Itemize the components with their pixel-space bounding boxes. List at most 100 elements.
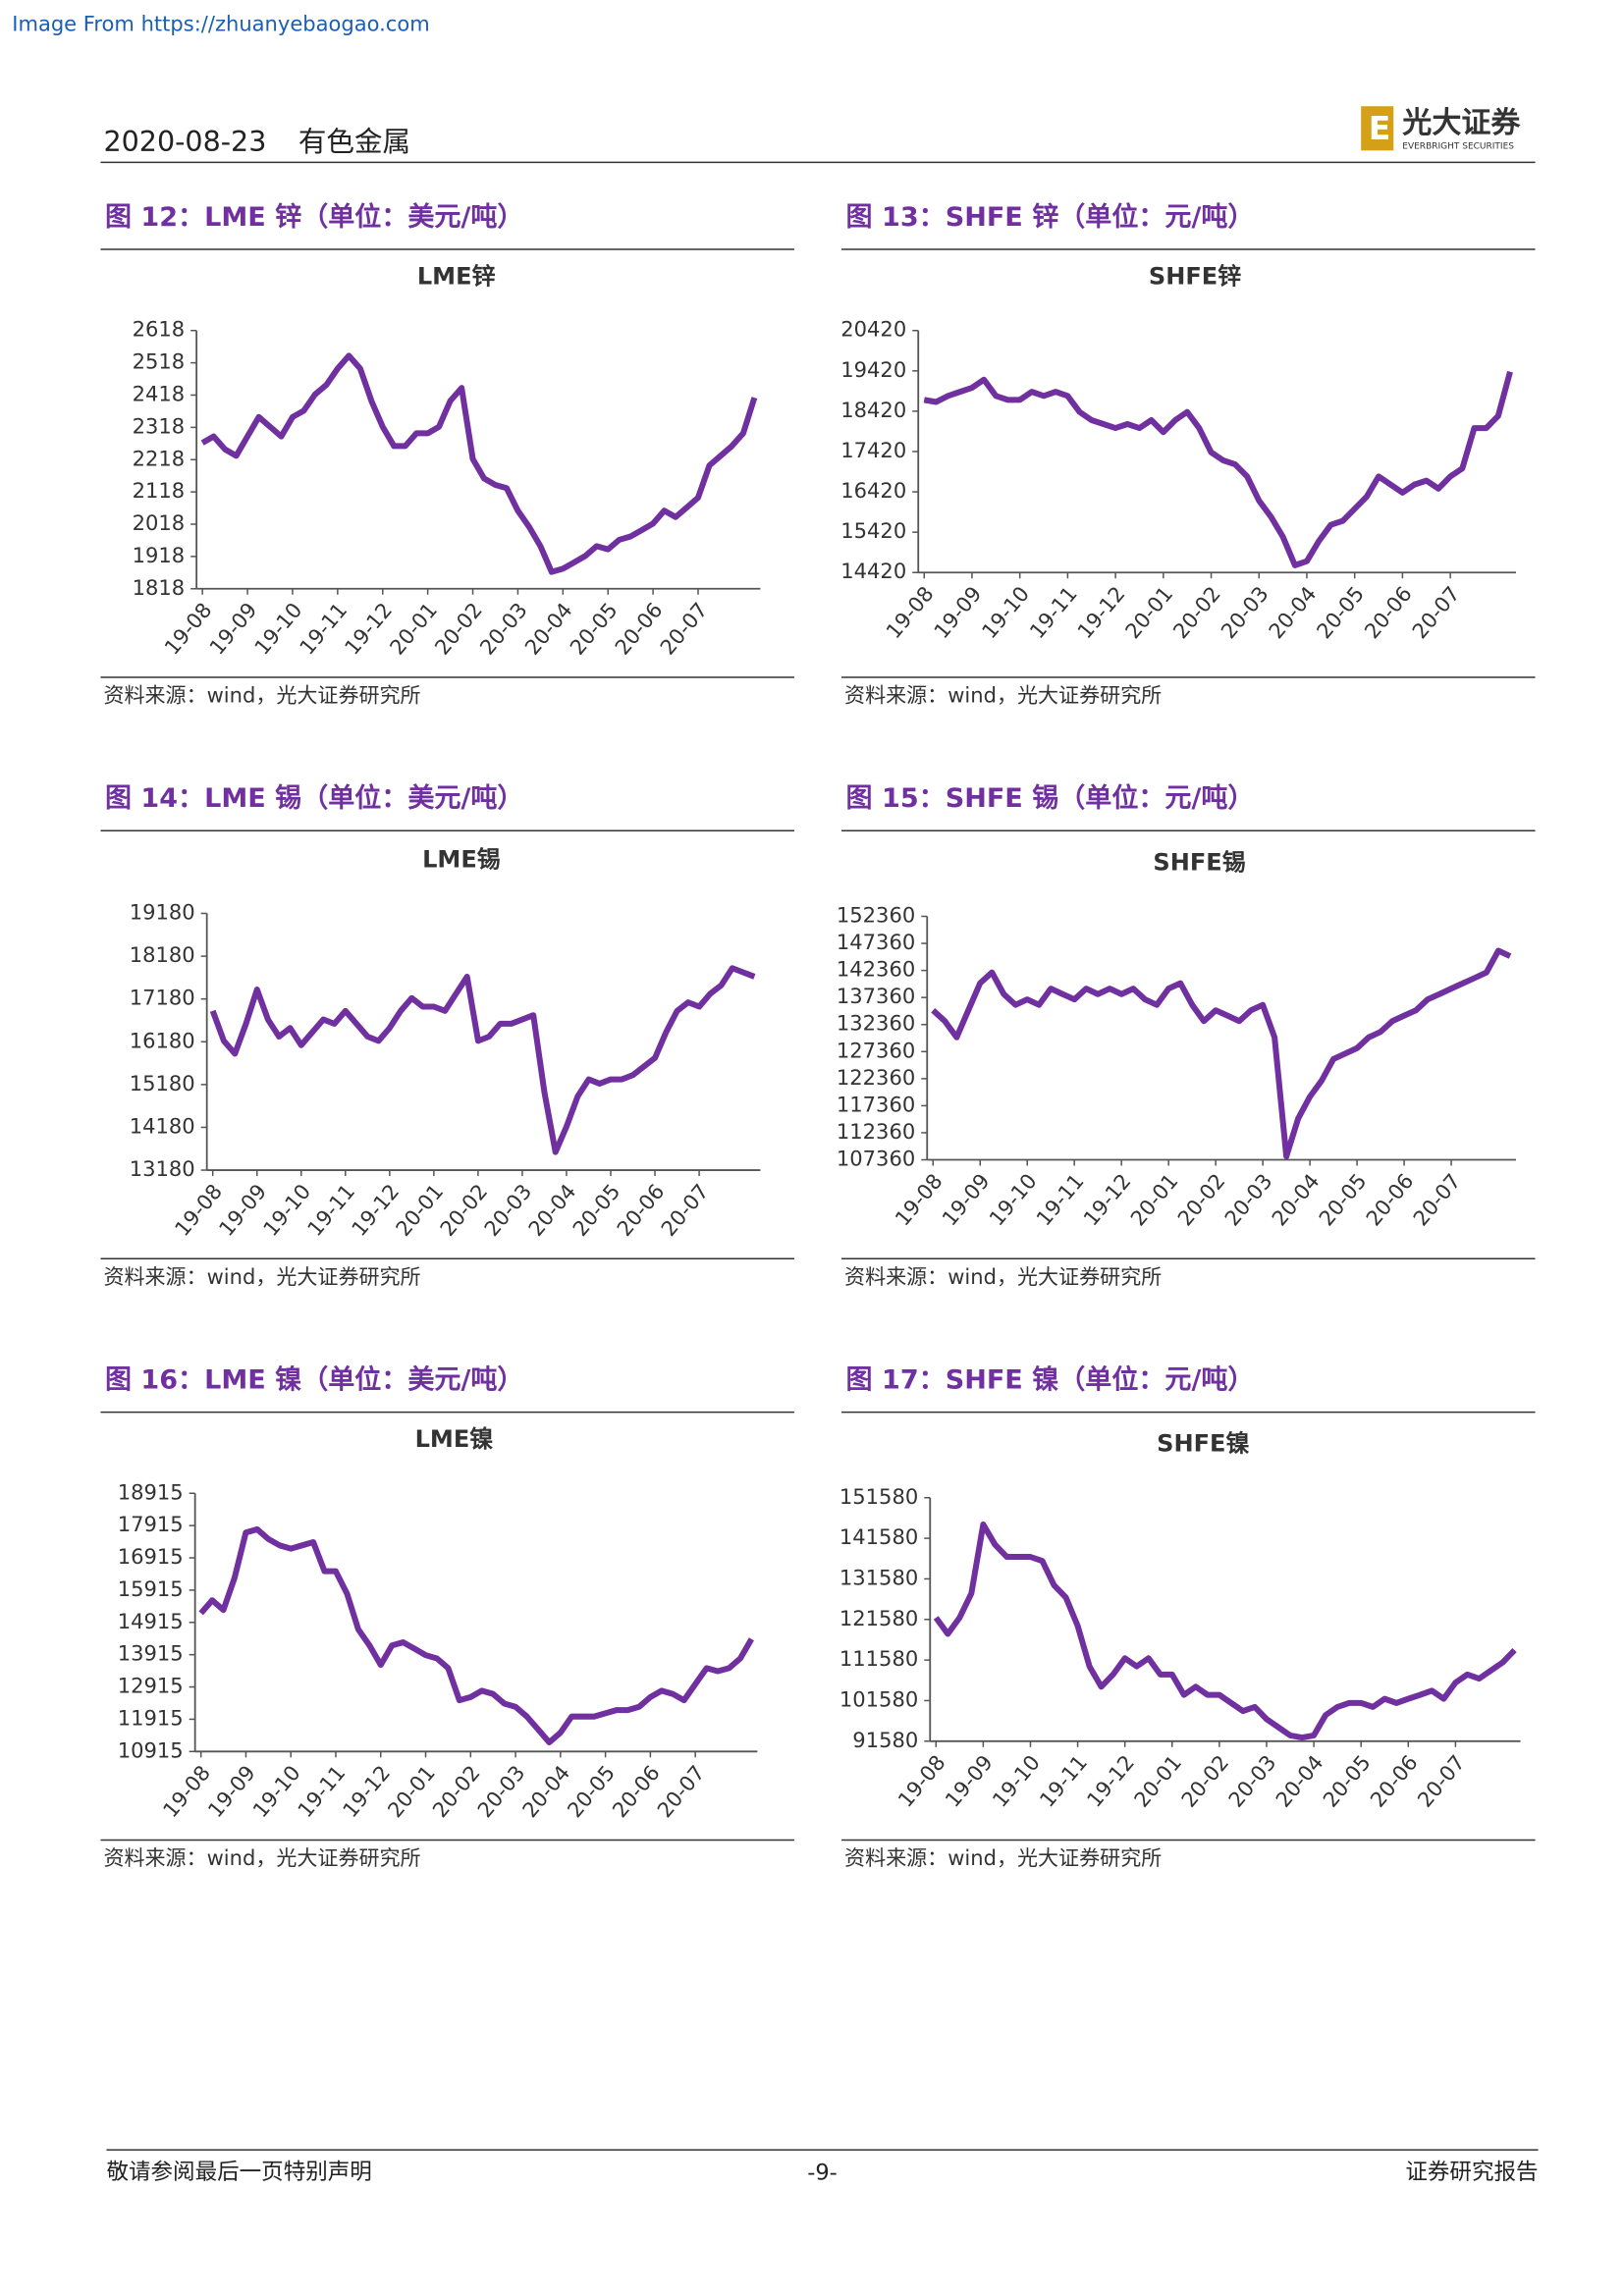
x-tick-label: 19-10: [258, 1179, 315, 1241]
x-tick-label: 20-05: [1318, 1750, 1375, 1812]
x-tick-label: 20-06: [1365, 1750, 1422, 1812]
y-tick-label: 151580: [839, 1484, 918, 1509]
x-tick-label: 19-09: [202, 1760, 259, 1822]
x-tick-label: 19-08: [158, 1760, 215, 1822]
x-tick-label: 19-12: [340, 598, 397, 660]
logo-letter: E: [1369, 109, 1391, 147]
x-tick-label: 20-02: [1168, 581, 1225, 643]
x-tick-label: 20-05: [568, 1179, 624, 1241]
y-tick-label: 2618: [133, 317, 186, 342]
x-tick-label: 20-01: [1120, 581, 1177, 643]
x-tick-label: 20-01: [1125, 1169, 1182, 1231]
y-tick-label: 17915: [118, 1512, 184, 1536]
data-line: [931, 947, 1512, 1160]
x-tick-label: 20-02: [427, 1760, 484, 1822]
source-note: 资料来源：wind，光大证券研究所: [844, 1264, 1162, 1289]
x-tick-label: 20-04: [517, 1760, 574, 1822]
y-tick-label: 15180: [130, 1071, 195, 1095]
x-tick-label: 20-04: [523, 1179, 580, 1241]
x-tick-label: 19-09: [940, 1750, 997, 1812]
y-tick-label: 131580: [839, 1565, 918, 1589]
source-note: 资料来源：wind，光大证券研究所: [844, 683, 1162, 708]
x-tick-label: 19-09: [204, 598, 261, 660]
y-tick-label: 17180: [130, 986, 195, 1010]
x-tick-label: 19-12: [347, 1179, 404, 1241]
y-tick-label: 18915: [118, 1479, 184, 1504]
x-tick-label: 20-04: [1267, 1169, 1324, 1231]
y-tick-label: 2018: [133, 510, 186, 535]
y-tick-label: 15420: [840, 518, 906, 543]
x-tick-label: 20-02: [430, 598, 487, 660]
source-note: 资料来源：wind，光大证券研究所: [103, 1264, 420, 1289]
x-tick-label: 20-02: [1172, 1169, 1229, 1231]
y-tick-label: 1818: [133, 575, 186, 600]
figure-caption: 图 13：SHFE 锌（单位：元/吨）: [846, 201, 1255, 233]
source-note: 资料来源：wind，光大证券研究所: [844, 1845, 1162, 1870]
x-tick-label: 20-07: [1407, 581, 1464, 643]
y-tick-label: 20420: [840, 317, 906, 342]
y-tick-label: 18420: [840, 398, 906, 422]
y-tick-label: 117360: [837, 1092, 915, 1116]
y-tick-label: 14420: [840, 559, 906, 583]
x-tick-label: 19-12: [338, 1760, 395, 1822]
source-link[interactable]: Image From https://zhuanyebaogao.com: [12, 12, 429, 36]
data-line: [198, 1525, 754, 1746]
chart-title: LME镍: [415, 1425, 494, 1453]
y-tick-label: 152360: [837, 902, 915, 927]
data-line: [200, 352, 758, 575]
x-tick-label: 19-12: [1072, 581, 1129, 643]
y-tick-label: 16420: [840, 478, 906, 503]
x-tick-label: 20-05: [563, 1760, 620, 1822]
x-tick-label: 19-12: [1078, 1169, 1135, 1231]
sector: 有色金属: [298, 125, 410, 158]
x-tick-label: 20-02: [1176, 1750, 1233, 1812]
x-tick-label: 19-09: [214, 1179, 271, 1241]
y-tick-label: 2318: [133, 413, 186, 438]
y-tick-label: 19180: [130, 899, 195, 924]
y-tick-label: 2418: [133, 381, 186, 405]
data-line: [209, 965, 756, 1155]
x-tick-label: 19-08: [893, 1750, 949, 1812]
x-tick-label: 19-11: [302, 1179, 359, 1241]
logo-text: 光大证券: [1402, 106, 1521, 140]
data-line: [923, 370, 1513, 568]
x-tick-label: 19-10: [247, 1760, 304, 1822]
y-tick-label: 14180: [130, 1113, 195, 1138]
y-tick-label: 2118: [133, 478, 186, 503]
x-tick-label: 20-02: [435, 1179, 492, 1241]
x-tick-label: 20-06: [607, 1760, 664, 1822]
y-tick-label: 19420: [840, 357, 906, 382]
x-tick-label: 19-08: [159, 598, 216, 660]
y-tick-label: 91580: [852, 1728, 918, 1752]
page-number: -9-: [807, 2161, 838, 2186]
y-tick-label: 2518: [133, 349, 186, 374]
x-tick-label: 20-01: [383, 1760, 440, 1822]
x-tick-label: 20-05: [1314, 1169, 1371, 1231]
logo-mark: [1361, 106, 1394, 151]
x-tick-label: 19-11: [1035, 1750, 1092, 1812]
figure-caption: 图 15：SHFE 锡（单位：元/吨）: [846, 782, 1255, 814]
x-tick-label: 19-11: [1031, 1169, 1088, 1231]
figure-caption: 图 12：LME 锌（单位：美元/吨）: [105, 201, 524, 233]
report-date: 2020-08-23: [103, 125, 266, 158]
x-tick-label: 19-08: [890, 1169, 947, 1231]
y-tick-label: 13180: [130, 1156, 195, 1181]
figure-caption: 图 14：LME 锡（单位：美元/吨）: [105, 782, 524, 814]
y-tick-label: 127360: [837, 1038, 915, 1062]
x-tick-label: 20-04: [519, 598, 576, 660]
x-tick-label: 19-10: [987, 1750, 1044, 1812]
x-tick-label: 20-04: [1271, 1750, 1327, 1812]
x-tick-label: 20-03: [472, 1760, 529, 1822]
x-tick-label: 20-06: [1359, 581, 1416, 643]
y-tick-label: 14915: [118, 1609, 184, 1633]
figure-caption: 图 16：LME 镍（单位：美元/吨）: [105, 1364, 524, 1396]
y-tick-label: 141580: [839, 1524, 918, 1549]
y-tick-label: 12915: [118, 1674, 184, 1698]
chart-title: SHFE锡: [1153, 848, 1245, 876]
y-tick-label: 16915: [118, 1544, 184, 1569]
y-tick-label: 107360: [837, 1147, 915, 1171]
chart-title: LME锌: [417, 263, 496, 291]
x-tick-label: 20-04: [1264, 581, 1321, 643]
